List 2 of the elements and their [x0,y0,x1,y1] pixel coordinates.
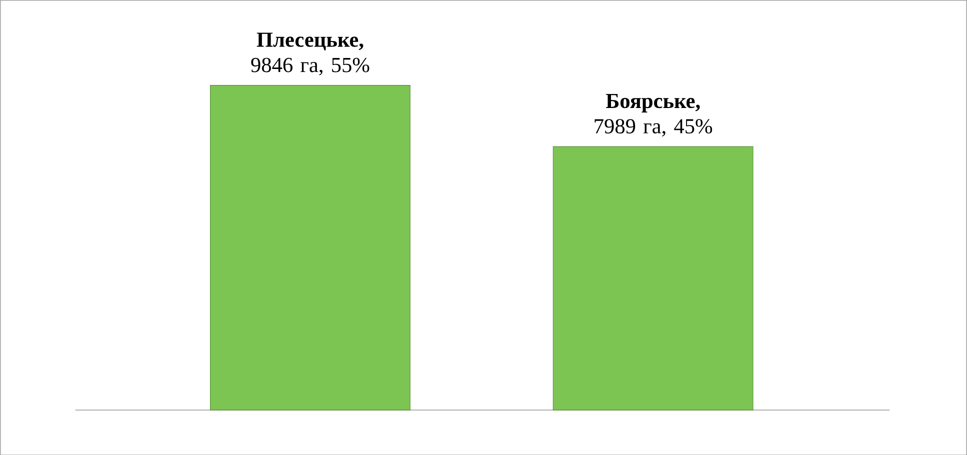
data-label: Плесецьке, 9846 га, 55% [251,32,370,76]
data-label: Боярське, 7989 га, 45% [594,94,712,136]
